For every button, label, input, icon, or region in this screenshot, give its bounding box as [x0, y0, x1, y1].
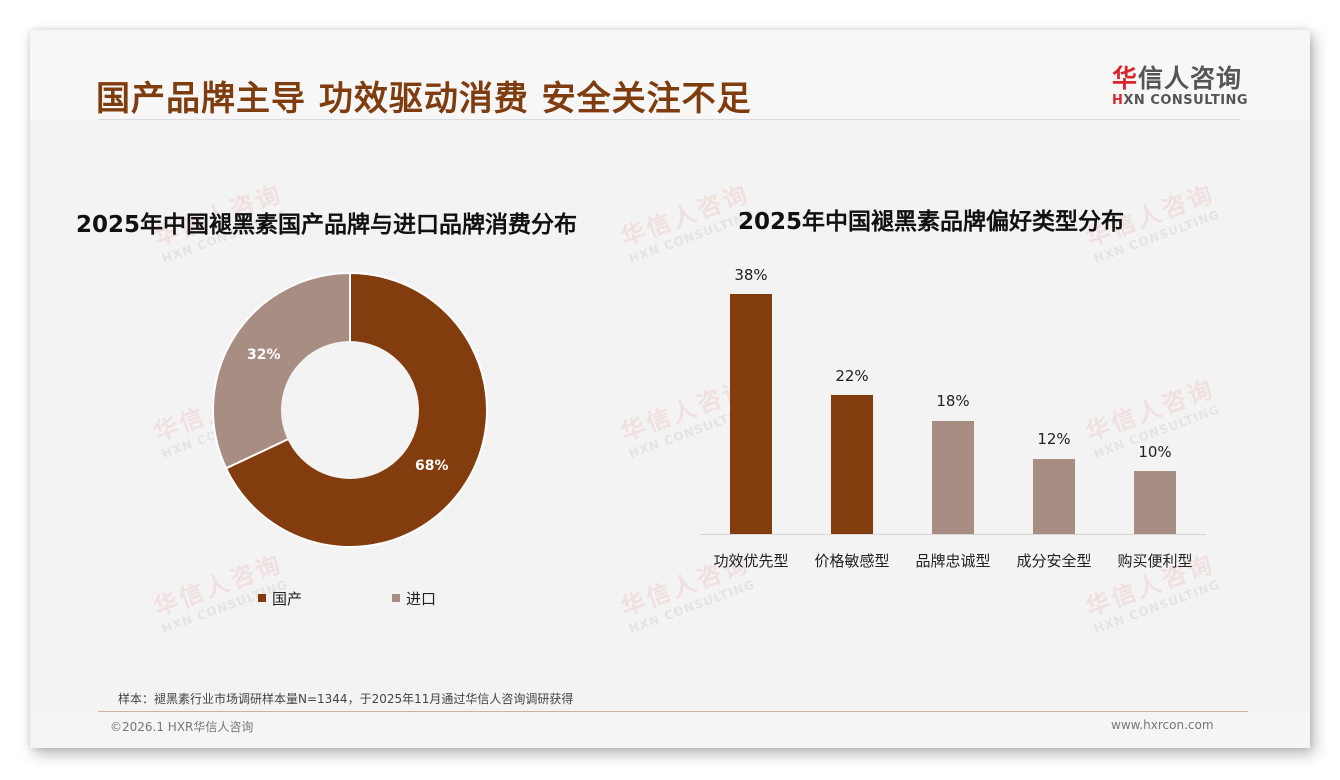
footer-divider — [98, 711, 1248, 712]
logo-english: HXN CONSULTING — [1112, 93, 1249, 108]
donut-chart-title: 2025年中国褪黑素国产品牌与进口品牌消费分布 — [76, 212, 578, 238]
donut-label-domestic: 68% — [415, 458, 449, 474]
donut-chart-svg — [212, 271, 488, 548]
legend-swatch-imported — [392, 594, 400, 602]
page-title: 国产品牌主导 功效驱动消费 安全关注不足 — [96, 79, 752, 119]
bar-category: 成分安全型 — [1016, 552, 1092, 570]
bar-value: 38% — [734, 266, 768, 284]
bar-ingredient-safety — [1033, 459, 1075, 534]
bar-chart: 38% 功效优先型 22% 价格敏感型 18% 品牌忠诚型 12% 成分安全型 … — [700, 260, 1206, 590]
copyright: ©2026.1 HXR华信人咨询 — [110, 720, 254, 734]
company-logo: 华信人咨询 HXN CONSULTING — [1112, 64, 1249, 108]
bar-value: 10% — [1138, 443, 1172, 461]
title-divider — [98, 119, 1240, 120]
donut-chart: 68% 32% — [212, 271, 488, 548]
website-link[interactable]: www.hxrcon.com — [1111, 718, 1214, 732]
bar-value: 12% — [1037, 430, 1071, 448]
source-note: 样本：褪黑素行业市场调研样本量N=1344，于2025年11月通过华信人咨询调研… — [118, 692, 574, 706]
legend-item-domestic: 国产 — [258, 588, 302, 609]
bar-chart-title: 2025年中国褪黑素品牌偏好类型分布 — [738, 209, 1125, 235]
bar-value: 22% — [835, 367, 869, 385]
bar-brand-loyal — [932, 421, 974, 534]
bar-category: 购买便利型 — [1117, 552, 1193, 570]
bar-purchase-convenience — [1134, 471, 1176, 534]
x-axis — [700, 534, 1206, 535]
bar-category: 价格敏感型 — [814, 552, 890, 570]
footer-band — [30, 712, 1310, 748]
bar-category: 功效优先型 — [713, 552, 789, 570]
bar-efficacy-first — [730, 294, 772, 534]
bar-value: 18% — [936, 392, 970, 410]
donut-label-imported: 32% — [247, 347, 281, 363]
logo-chinese: 华信人咨询 — [1112, 64, 1243, 93]
legend-item-imported: 进口 — [392, 588, 436, 609]
bar-price-sensitive — [831, 395, 873, 534]
legend-swatch-domestic — [258, 594, 266, 602]
header-band — [30, 30, 1310, 120]
bar-category: 品牌忠诚型 — [915, 552, 991, 570]
donut-hole — [281, 341, 419, 479]
slide: 华信人咨询 HXN CONSULTING 华信人咨询 HXN CONSULTING … — [30, 30, 1310, 748]
